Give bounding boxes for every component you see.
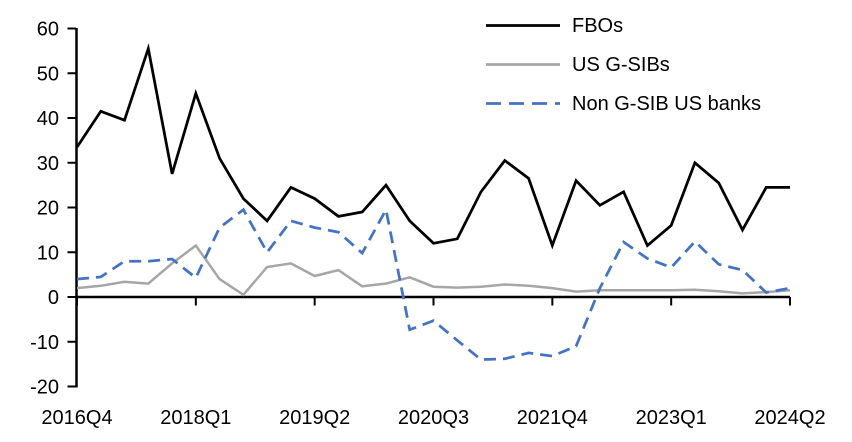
- svg-text:2024Q2: 2024Q2: [754, 407, 825, 429]
- legend-label-fbos: FBOs: [572, 14, 624, 37]
- svg-text:2020Q3: 2020Q3: [398, 407, 469, 429]
- svg-text:2021Q4: 2021Q4: [517, 407, 588, 429]
- legend-item-us-gsibs: US G-SIBs: [486, 45, 761, 84]
- svg-text:2016Q4: 2016Q4: [41, 407, 112, 429]
- svg-text:20: 20: [37, 198, 59, 220]
- svg-text:2018Q1: 2018Q1: [160, 407, 231, 429]
- svg-text:2023Q1: 2023Q1: [636, 407, 707, 429]
- us-gsibs-line-swatch-icon: [486, 63, 560, 66]
- svg-text:40: 40: [37, 108, 59, 130]
- svg-text:30: 30: [37, 153, 59, 175]
- legend: FBOs US G-SIBs Non G-SIB US banks: [486, 6, 761, 123]
- legend-label-us-gsibs: US G-SIBs: [572, 53, 670, 76]
- legend-label-non-gsib-us-banks: Non G-SIB US banks: [572, 92, 761, 115]
- svg-text:10: 10: [37, 242, 59, 264]
- svg-text:-20: -20: [30, 377, 59, 399]
- svg-text:50: 50: [37, 63, 59, 85]
- svg-text:60: 60: [37, 19, 59, 41]
- svg-text:0: 0: [48, 287, 59, 309]
- svg-text:2019Q2: 2019Q2: [279, 407, 350, 429]
- non-gsib-us-banks-dashed-line-swatch-icon: [486, 102, 560, 105]
- legend-item-non-gsib-us-banks: Non G-SIB US banks: [486, 84, 761, 123]
- fbos-line-swatch-icon: [486, 24, 560, 27]
- svg-text:-10: -10: [30, 332, 59, 354]
- legend-item-fbos: FBOs: [486, 6, 761, 45]
